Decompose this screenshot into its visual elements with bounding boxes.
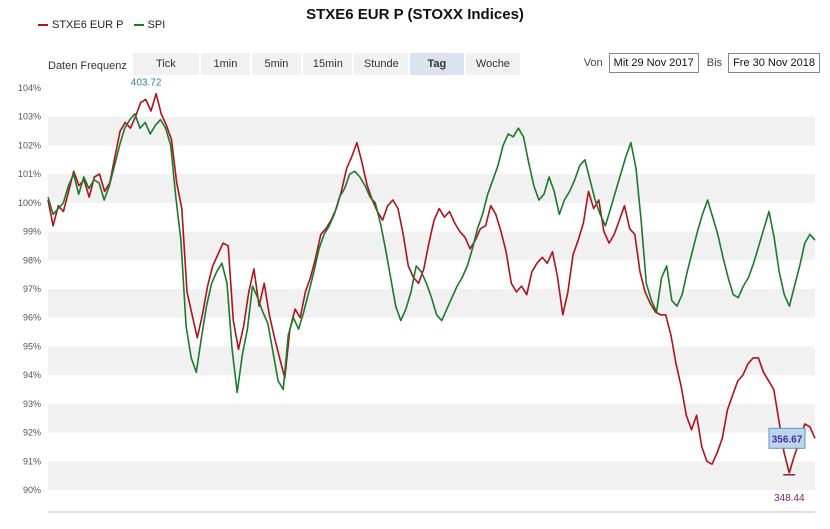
frequency-label: Daten Frequenz [48, 59, 127, 72]
y-tick-label: 96% [23, 313, 41, 323]
to-date-input[interactable]: Fre 30 Nov 2018 [728, 53, 820, 73]
y-tick-label: 100% [18, 198, 41, 208]
y-tick-label: 104% [18, 83, 41, 93]
y-tick-label: 103% [18, 112, 41, 122]
y-tick-label: 94% [23, 370, 41, 380]
y-tick-label: 97% [23, 284, 41, 294]
freq-button-15min[interactable]: 15min [302, 53, 352, 75]
freq-button-5min[interactable]: 5min [251, 53, 301, 75]
to-label: Bis [706, 57, 723, 69]
legend-label-stxe6: STXE6 EUR P [52, 19, 124, 31]
freq-button-woche[interactable]: Woche [465, 53, 520, 75]
y-tick-label: 99% [23, 227, 41, 237]
frequency-toolbar: Daten Frequenz Tick 1min 5min 15min Stun… [48, 53, 522, 75]
freq-button-stunde[interactable]: Stunde [353, 53, 408, 75]
freq-button-tag[interactable]: Tag [409, 53, 464, 75]
from-date-input[interactable]: Mit 29 Nov 2017 [608, 53, 699, 73]
freq-button-1min[interactable]: 1min [200, 53, 250, 75]
series-line-stxe6[interactable] [47, 92, 816, 474]
legend-label-spi: SPI [147, 19, 166, 31]
date-range: Von Mit 29 Nov 2017 Bis Fre 30 Nov 2018 [576, 53, 820, 73]
legend-item-stxe6[interactable]: STXE6 EUR P [38, 19, 124, 31]
grid-band [48, 174, 815, 203]
grid-band [48, 346, 815, 376]
series-line-spi[interactable] [47, 113, 816, 394]
max-value-label: 403.72 [131, 78, 162, 89]
y-tick-label: 95% [23, 341, 41, 351]
from-label: Von [583, 57, 603, 69]
grid-band [48, 403, 815, 433]
y-tick-label: 90% [23, 485, 41, 495]
last-value-label: 356.67 [772, 434, 803, 445]
legend-swatch-stxe6 [38, 24, 48, 26]
y-tick-label: 92% [23, 428, 41, 438]
min-value-label: 348.44 [774, 493, 805, 504]
grid-band [48, 116, 815, 146]
grid-band [48, 289, 815, 318]
y-tick-label: 102% [18, 140, 41, 150]
chart-title: STXE6 EUR P (STOXX Indices) [306, 6, 524, 23]
grid-band [48, 461, 815, 490]
grid-band [48, 231, 815, 261]
legend-item-spi[interactable]: SPI [133, 19, 166, 31]
last-value-box [768, 427, 806, 449]
y-tick-label: 98% [23, 255, 41, 265]
legend: STXE6 EUR P SPI [38, 19, 165, 31]
freq-button-tick[interactable]: Tick [132, 53, 199, 75]
y-tick-label: 93% [23, 399, 41, 409]
y-tick-label: 101% [18, 169, 41, 179]
legend-swatch-spi [133, 24, 144, 26]
y-tick-label: 91% [23, 456, 41, 466]
